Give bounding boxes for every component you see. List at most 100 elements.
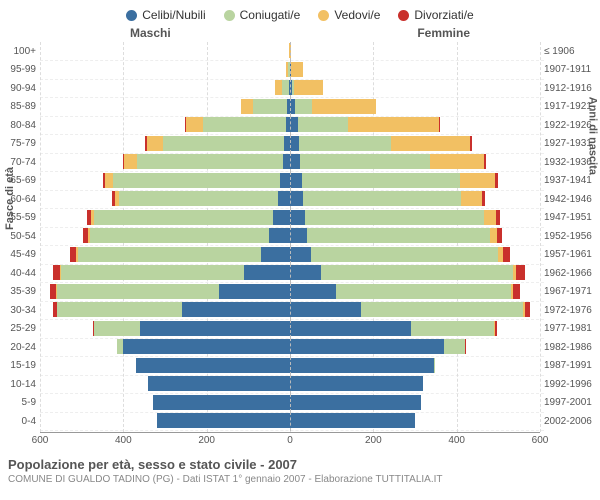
- bar-pair: [40, 227, 540, 246]
- seg-vedove: [460, 173, 495, 188]
- age-row: 90-94 1912-1916: [40, 79, 600, 98]
- age-label: 80-84: [0, 120, 40, 131]
- seg-nubili: [290, 358, 434, 373]
- bar-pair: [40, 357, 540, 376]
- seg-vedovi: [124, 154, 137, 169]
- legend-label: Celibi/Nubili: [142, 8, 205, 22]
- seg-nubili: [290, 321, 411, 336]
- seg-divorziate: [439, 117, 440, 132]
- seg-divorziate: [470, 136, 472, 151]
- age-label: 70-74: [0, 157, 40, 168]
- male-bar: [40, 172, 290, 191]
- birth-label: 1967-1971: [540, 286, 600, 297]
- seg-coniugati: [94, 321, 140, 336]
- male-label: Maschi: [130, 26, 171, 40]
- bar-pair: [40, 79, 540, 98]
- male-bar: [40, 357, 290, 376]
- center-line: [290, 42, 291, 61]
- male-bar: [40, 79, 290, 98]
- female-bar: [290, 79, 540, 98]
- seg-vedove: [461, 191, 482, 206]
- male-bar: [40, 190, 290, 209]
- legend-label: Divorziati/e: [414, 8, 473, 22]
- seg-coniugate: [300, 154, 429, 169]
- seg-coniugati: [282, 80, 289, 95]
- birth-label: 1912-1916: [540, 83, 600, 94]
- female-bar: [290, 338, 540, 357]
- seg-coniugati: [163, 136, 284, 151]
- age-row: 40-44 1962-1966: [40, 264, 600, 283]
- age-label: 35-39: [0, 286, 40, 297]
- male-bar: [40, 283, 290, 302]
- seg-coniugate: [311, 247, 499, 262]
- age-label: 10-14: [0, 379, 40, 390]
- center-line: [290, 61, 291, 80]
- seg-nubili: [290, 154, 300, 169]
- seg-vedovi: [241, 99, 254, 114]
- birth-label: 1962-1966: [540, 268, 600, 279]
- seg-coniugate: [299, 136, 391, 151]
- age-row: 50-54 1952-1956: [40, 227, 600, 246]
- center-line: [290, 116, 291, 135]
- bar-pair: [40, 153, 540, 172]
- age-label: 85-89: [0, 101, 40, 112]
- male-bar: [40, 338, 290, 357]
- seg-vedove: [391, 136, 470, 151]
- birth-label: 1957-1961: [540, 249, 600, 260]
- female-label: Femmine: [417, 26, 470, 40]
- female-bar: [290, 172, 540, 191]
- seg-celibi: [283, 154, 291, 169]
- male-bar: [40, 375, 290, 394]
- center-line: [290, 227, 291, 246]
- age-row: 55-59 1947-1951: [40, 209, 600, 228]
- age-row: 85-89 1917-1921: [40, 98, 600, 117]
- birth-label: 1952-1956: [540, 231, 600, 242]
- seg-coniugate: [361, 302, 524, 317]
- seg-nubili: [290, 228, 307, 243]
- center-line: [290, 338, 291, 357]
- female-bar: [290, 283, 540, 302]
- bar-pair: [40, 116, 540, 135]
- bar-pair: [40, 375, 540, 394]
- birth-label: 1937-1941: [540, 175, 600, 186]
- center-line: [290, 283, 291, 302]
- seg-vedove: [430, 154, 484, 169]
- legend-label: Vedovi/e: [334, 8, 380, 22]
- female-bar: [290, 61, 540, 80]
- bar-pair: [40, 246, 540, 265]
- center-line: [290, 357, 291, 376]
- seg-nubili: [290, 395, 421, 410]
- bar-pair: [40, 338, 540, 357]
- seg-nubili: [290, 136, 299, 151]
- age-label: 45-49: [0, 249, 40, 260]
- bar-pair: [40, 98, 540, 117]
- age-label: 90-94: [0, 83, 40, 94]
- age-row: 30-34 1972-1976: [40, 301, 600, 320]
- seg-celibi: [261, 247, 290, 262]
- age-label: 75-79: [0, 138, 40, 149]
- bar-pair: [40, 172, 540, 191]
- seg-celibi: [278, 191, 291, 206]
- male-bar: [40, 412, 290, 431]
- bar-pair: [40, 209, 540, 228]
- x-tick: 200: [365, 435, 382, 446]
- seg-celibi: [182, 302, 290, 317]
- center-line: [290, 246, 291, 265]
- seg-nubili: [290, 210, 305, 225]
- age-label: 20-24: [0, 342, 40, 353]
- seg-coniugate: [434, 358, 435, 373]
- seg-nubili: [290, 265, 321, 280]
- seg-coniugate: [298, 117, 348, 132]
- female-bar: [290, 320, 540, 339]
- center-line: [290, 135, 291, 154]
- female-bar: [290, 264, 540, 283]
- seg-divorziate: [465, 339, 466, 354]
- female-bar: [290, 394, 540, 413]
- seg-coniugati: [113, 173, 280, 188]
- seg-vedovi: [275, 80, 282, 95]
- gender-labels: Maschi Femmine: [0, 26, 600, 42]
- seg-coniugate: [336, 284, 511, 299]
- age-label: 55-59: [0, 212, 40, 223]
- bar-pair: [40, 264, 540, 283]
- seg-coniugate: [302, 173, 460, 188]
